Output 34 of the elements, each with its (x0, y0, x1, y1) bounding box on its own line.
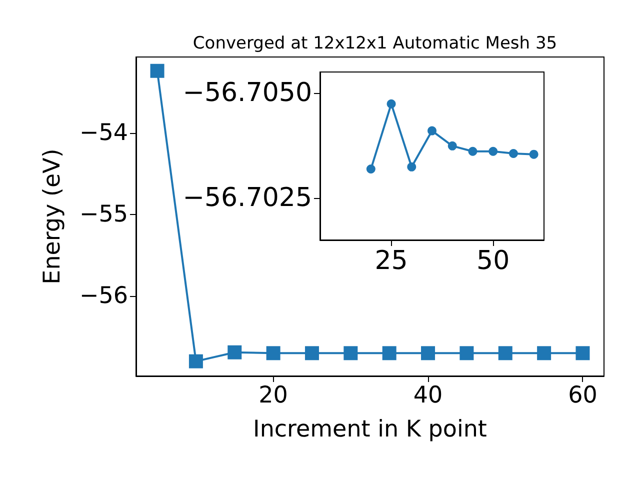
point (266, 346, 280, 360)
point (576, 346, 590, 360)
point (529, 150, 538, 159)
y-tick-label: −55 (79, 201, 128, 228)
point (344, 346, 358, 360)
y-tick-label: −54 (79, 120, 128, 146)
point (498, 346, 512, 360)
point (488, 146, 498, 156)
point (448, 141, 457, 150)
point (468, 146, 478, 156)
point (382, 346, 396, 360)
y-tick-label: −56 (79, 283, 128, 310)
point (188, 354, 203, 368)
x-tick-label: 50 (476, 246, 510, 276)
point (228, 345, 242, 360)
x-tick-label: 40 (413, 382, 443, 408)
x-tick-label: 25 (374, 246, 408, 276)
point (304, 346, 319, 360)
point (460, 346, 474, 360)
y-axis-title: Energy (eV) (40, 148, 66, 284)
x-tick-label: 60 (568, 382, 598, 408)
y-tick-label: −56.7025 (182, 183, 312, 213)
x-axis-title: Increment in K point (253, 416, 487, 442)
chart-title: Converged at 12x12x1 Automatic Mesh 35 (192, 34, 558, 54)
point (537, 346, 552, 360)
point (407, 162, 416, 172)
point (366, 164, 376, 174)
point (421, 346, 436, 360)
y-tick-label: −56.7050 (182, 78, 312, 108)
x-tick-label: 20 (258, 382, 288, 408)
point (386, 99, 396, 108)
point (150, 64, 164, 78)
point (428, 126, 436, 136)
point (508, 148, 518, 158)
